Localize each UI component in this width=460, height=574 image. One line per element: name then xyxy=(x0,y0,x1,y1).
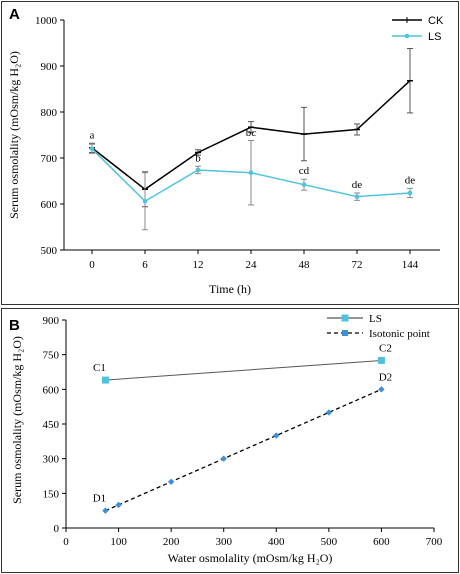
a-legend-label-ck: CK xyxy=(428,15,444,27)
a-x-tick-label: 144 xyxy=(402,259,419,271)
panel-b-y-axis-label: Serum osmolality (mOsm/kg H₂O) xyxy=(10,336,24,504)
b-point-label: C1 xyxy=(93,362,106,374)
b-point-isotonic xyxy=(102,507,109,514)
b-legend-marker xyxy=(342,330,348,336)
panel-a-y-axis-label: Serum osmolality (mOsm/kg H₂O) xyxy=(7,51,21,219)
a-point-ls xyxy=(354,194,360,199)
b-point-isotonic xyxy=(378,386,385,393)
b-point-isotonic xyxy=(167,478,175,485)
a-point-ls xyxy=(248,170,254,176)
b-x-tick-label: 0 xyxy=(63,536,69,548)
b-point-label: D2 xyxy=(379,371,392,383)
panel-b-letter: B xyxy=(9,317,20,334)
b-point-label: C2 xyxy=(379,342,392,354)
b-legend-marker xyxy=(341,314,349,322)
b-series-line-ls xyxy=(105,359,382,381)
a-x-tick-label: 12 xyxy=(193,259,204,271)
b-x-tick-label: 200 xyxy=(163,536,180,548)
b-y-tick-label: 750 xyxy=(43,350,60,362)
a-x-tick-label: 48 xyxy=(299,259,311,271)
a-significance-letter: a xyxy=(90,129,95,141)
b-legend-label-ls: LS xyxy=(369,313,382,325)
a-point-ls xyxy=(89,146,95,152)
panel-a: A 500 600 700 800 900 1000 0 6 12 24 48 72 144 a b bc cd… xyxy=(1,1,459,305)
a-y-tick-label: 900 xyxy=(41,61,58,73)
b-x-tick-label: 300 xyxy=(215,536,232,548)
b-x-tick-label: 500 xyxy=(321,536,338,548)
b-legend-label-isotonic: Isotonic point xyxy=(369,328,430,340)
b-x-tick-label: 100 xyxy=(110,536,127,548)
b-point-isotonic xyxy=(115,501,122,509)
a-legend-marker xyxy=(404,33,410,39)
a-significance-letter: b xyxy=(195,152,201,164)
a-y-tick-label: 500 xyxy=(41,245,58,257)
panel-a-x-axis-label: Time (h) xyxy=(209,282,251,296)
a-y-tick-label: 800 xyxy=(41,107,58,119)
a-significance-letter: cd xyxy=(299,165,310,177)
a-significance-letter: de xyxy=(352,179,363,191)
a-point-ls xyxy=(301,182,307,187)
a-x-tick-label: 24 xyxy=(246,259,258,271)
b-y-tick-label: 300 xyxy=(43,454,60,466)
a-legend-label-ls: LS xyxy=(428,31,441,43)
b-y-tick-label: 150 xyxy=(43,488,60,500)
panel-b-x-axis-label: Water osmolality (mOsm/kg H₂O) xyxy=(168,551,333,565)
b-x-tick-label: 600 xyxy=(373,536,390,548)
b-point-ls xyxy=(101,376,109,384)
b-y-tick-label: 900 xyxy=(43,315,60,327)
b-point-label: D1 xyxy=(93,493,106,505)
a-x-tick-label: 0 xyxy=(89,259,95,271)
a-point-ls xyxy=(195,167,201,173)
b-point-isotonic xyxy=(325,409,333,416)
a-y-tick-label: 700 xyxy=(41,153,58,165)
panel-b: B 0 150 300 450 600 750 900 0 100 200 300 400 500 600… xyxy=(1,308,459,573)
b-point-isotonic xyxy=(273,432,280,439)
panel-a-letter: A xyxy=(9,6,20,23)
b-y-tick-label: 450 xyxy=(43,419,60,431)
panel-a-border xyxy=(1,1,459,305)
b-y-tick-label: 600 xyxy=(43,384,60,396)
a-significance-letter: de xyxy=(405,174,416,186)
a-significance-letter: bc xyxy=(246,127,257,139)
b-x-tick-label: 400 xyxy=(268,536,285,548)
a-x-tick-label: 72 xyxy=(352,259,363,271)
b-point-ls xyxy=(377,356,385,364)
a-y-tick-label: 1000 xyxy=(35,15,58,27)
a-point-ls xyxy=(407,190,413,196)
b-x-tick-label: 700 xyxy=(426,536,443,548)
b-y-tick-label: 0 xyxy=(54,523,60,535)
b-point-isotonic xyxy=(220,455,227,462)
a-x-tick-label: 6 xyxy=(142,259,148,271)
a-y-tick-label: 600 xyxy=(41,199,58,211)
a-point-ls xyxy=(142,198,148,204)
